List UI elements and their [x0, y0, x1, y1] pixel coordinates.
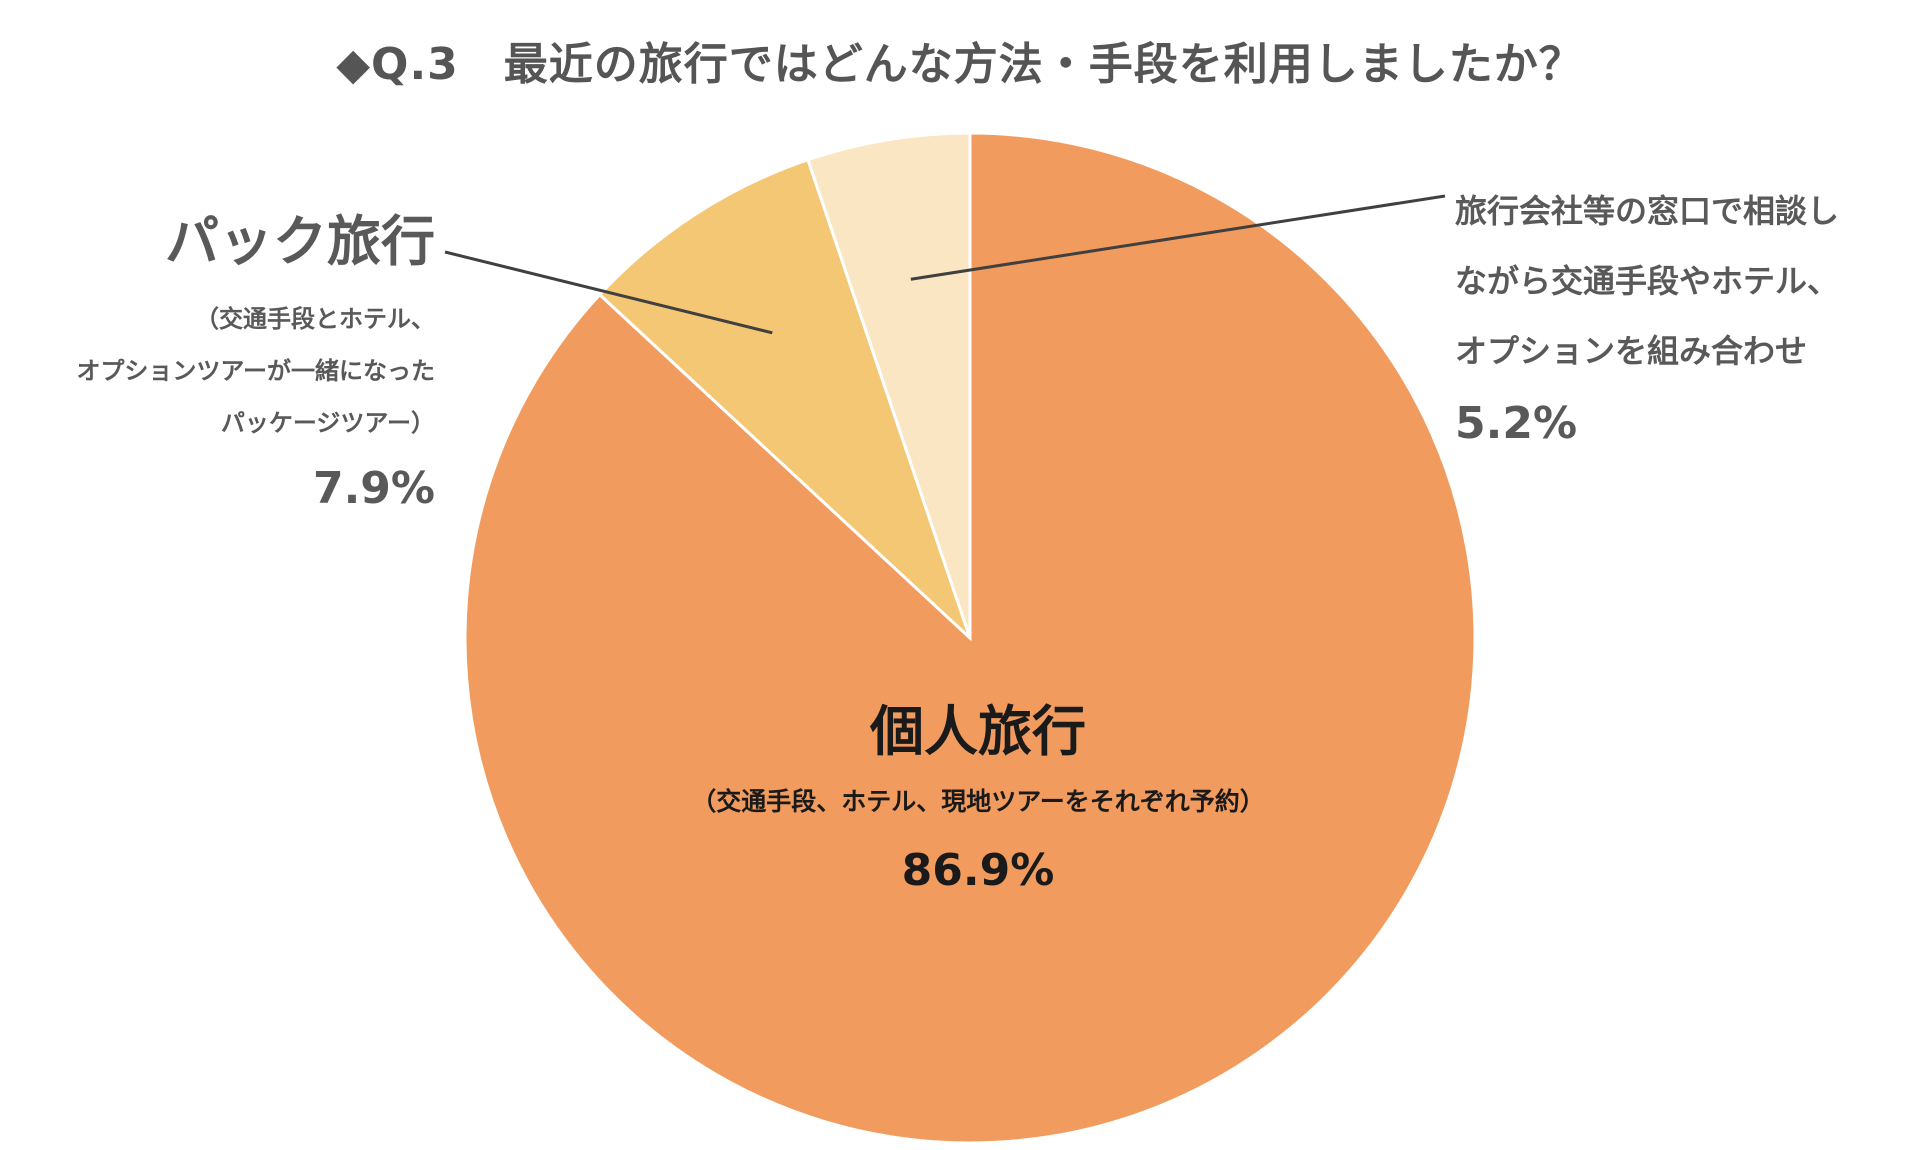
label-agency-desc-line: 旅行会社等の窓口で相談し [1455, 192, 1840, 230]
leader-line-agency [910, 194, 1446, 281]
label-agency: 旅行会社等の窓口で相談し ながら交通手段やホテル、 オプションを組み合わせ 5.… [1455, 176, 1915, 449]
label-agency-desc-line: ながら交通手段やホテル、 [1455, 262, 1840, 300]
label-pack-pct: 7.9% [312, 462, 435, 514]
label-agency-pct: 5.2% [1455, 398, 1578, 449]
leader-line-pack-tour [444, 250, 773, 335]
label-individual-travel: 個人旅行 （交通手段、ホテル、現地ツアーをそれぞれ予約） 86.9% [578, 700, 1378, 896]
label-pack-desc-line: （交通手段とホテル、 [195, 304, 435, 333]
label-individual-name: 個人旅行 [870, 700, 1086, 763]
pie-slice-agency [806, 131, 972, 639]
label-agency-desc: 旅行会社等の窓口で相談し ながら交通手段やホテル、 オプションを組み合わせ [1455, 176, 1915, 386]
label-agency-desc-line: オプションを組み合わせ [1455, 332, 1808, 370]
label-pack-desc: （交通手段とホテル、 オプションツアーが一緒になった パッケージツアー） [0, 293, 435, 449]
label-pack-tour: パック旅行 （交通手段とホテル、 オプションツアーが一緒になった パッケージツア… [0, 210, 435, 514]
label-individual-pct: 86.9% [901, 844, 1055, 896]
label-pack-desc-line: パッケージツアー） [220, 408, 435, 437]
pie-slice-pack-tour [597, 157, 972, 640]
label-pack-desc-line: オプションツアーが一緒になった [76, 356, 435, 385]
chart-title: ◆Q.3 最近の旅行ではどんな方法・手段を利用しましたか？ [336, 39, 1584, 90]
label-pack-name: パック旅行 [165, 210, 435, 273]
label-individual-desc: （交通手段、ホテル、現地ツアーをそれぞれ予約） [691, 786, 1265, 816]
